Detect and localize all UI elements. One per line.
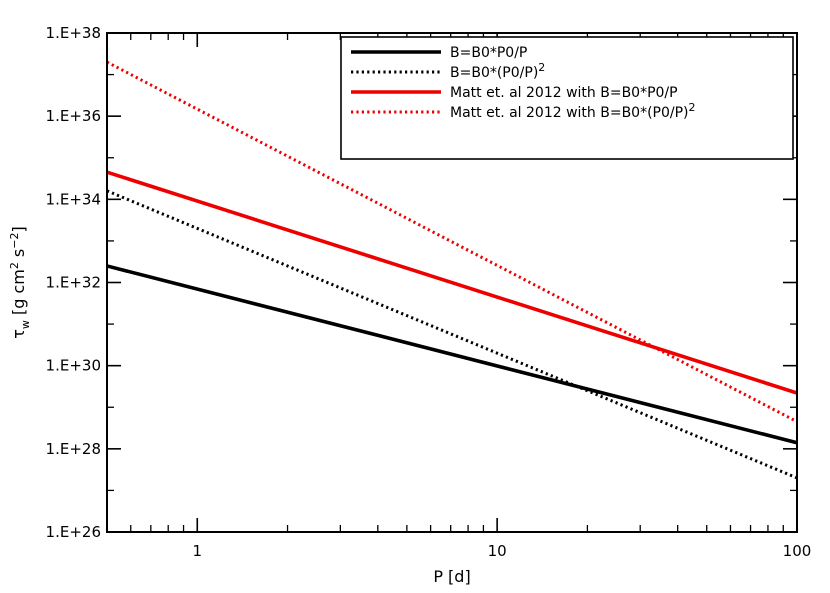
y-tick-label: 1.E+34 [46,190,101,208]
legend-box [340,36,794,160]
y-tick-label: 1.E+38 [46,24,101,42]
y-tick-label: 1.E+36 [46,107,101,125]
y-tick-label: 1.E+26 [46,523,101,541]
series-layer [107,60,797,480]
legend-label-2: B=B0*(P0/P)2 [450,61,545,81]
plot-frame [106,32,798,533]
x-tick-label: 100 [783,542,812,560]
y-axis-label: τw [g cm2 s−2] [8,226,32,338]
x-axis-label: P [d] [433,567,470,586]
series-line-3 [107,170,797,395]
series-line-4 [107,60,797,424]
tick-labels: 1 10 100 1.E+26 1.E+28 1.E+30 1.E+32 1.E+34 1.E+… [46,24,812,560]
series-line-1 [107,264,797,445]
legend-label-4: Matt et. al 2012 with B=B0*(P0/P)2 [450,101,696,121]
x-tick-label: 10 [488,542,507,560]
y-tick-label: 1.E+30 [46,357,101,375]
x-tick-label: 1 [192,542,202,560]
legend: B=B0*P0/PB=B0*(P0/P)2 Matt et. al 2012 wi… [340,36,794,160]
y-axis-label-text: τw [g cm2 s−2] [8,226,32,338]
legend-label-3: Matt et. al 2012 with B=B0*P0/P [450,85,678,101]
y-tick-label: 1.E+28 [46,440,101,458]
series-line-2 [107,189,797,480]
y-tick-label: 1.E+32 [46,274,101,292]
legend-label-1: B=B0*P0/P [450,45,527,61]
